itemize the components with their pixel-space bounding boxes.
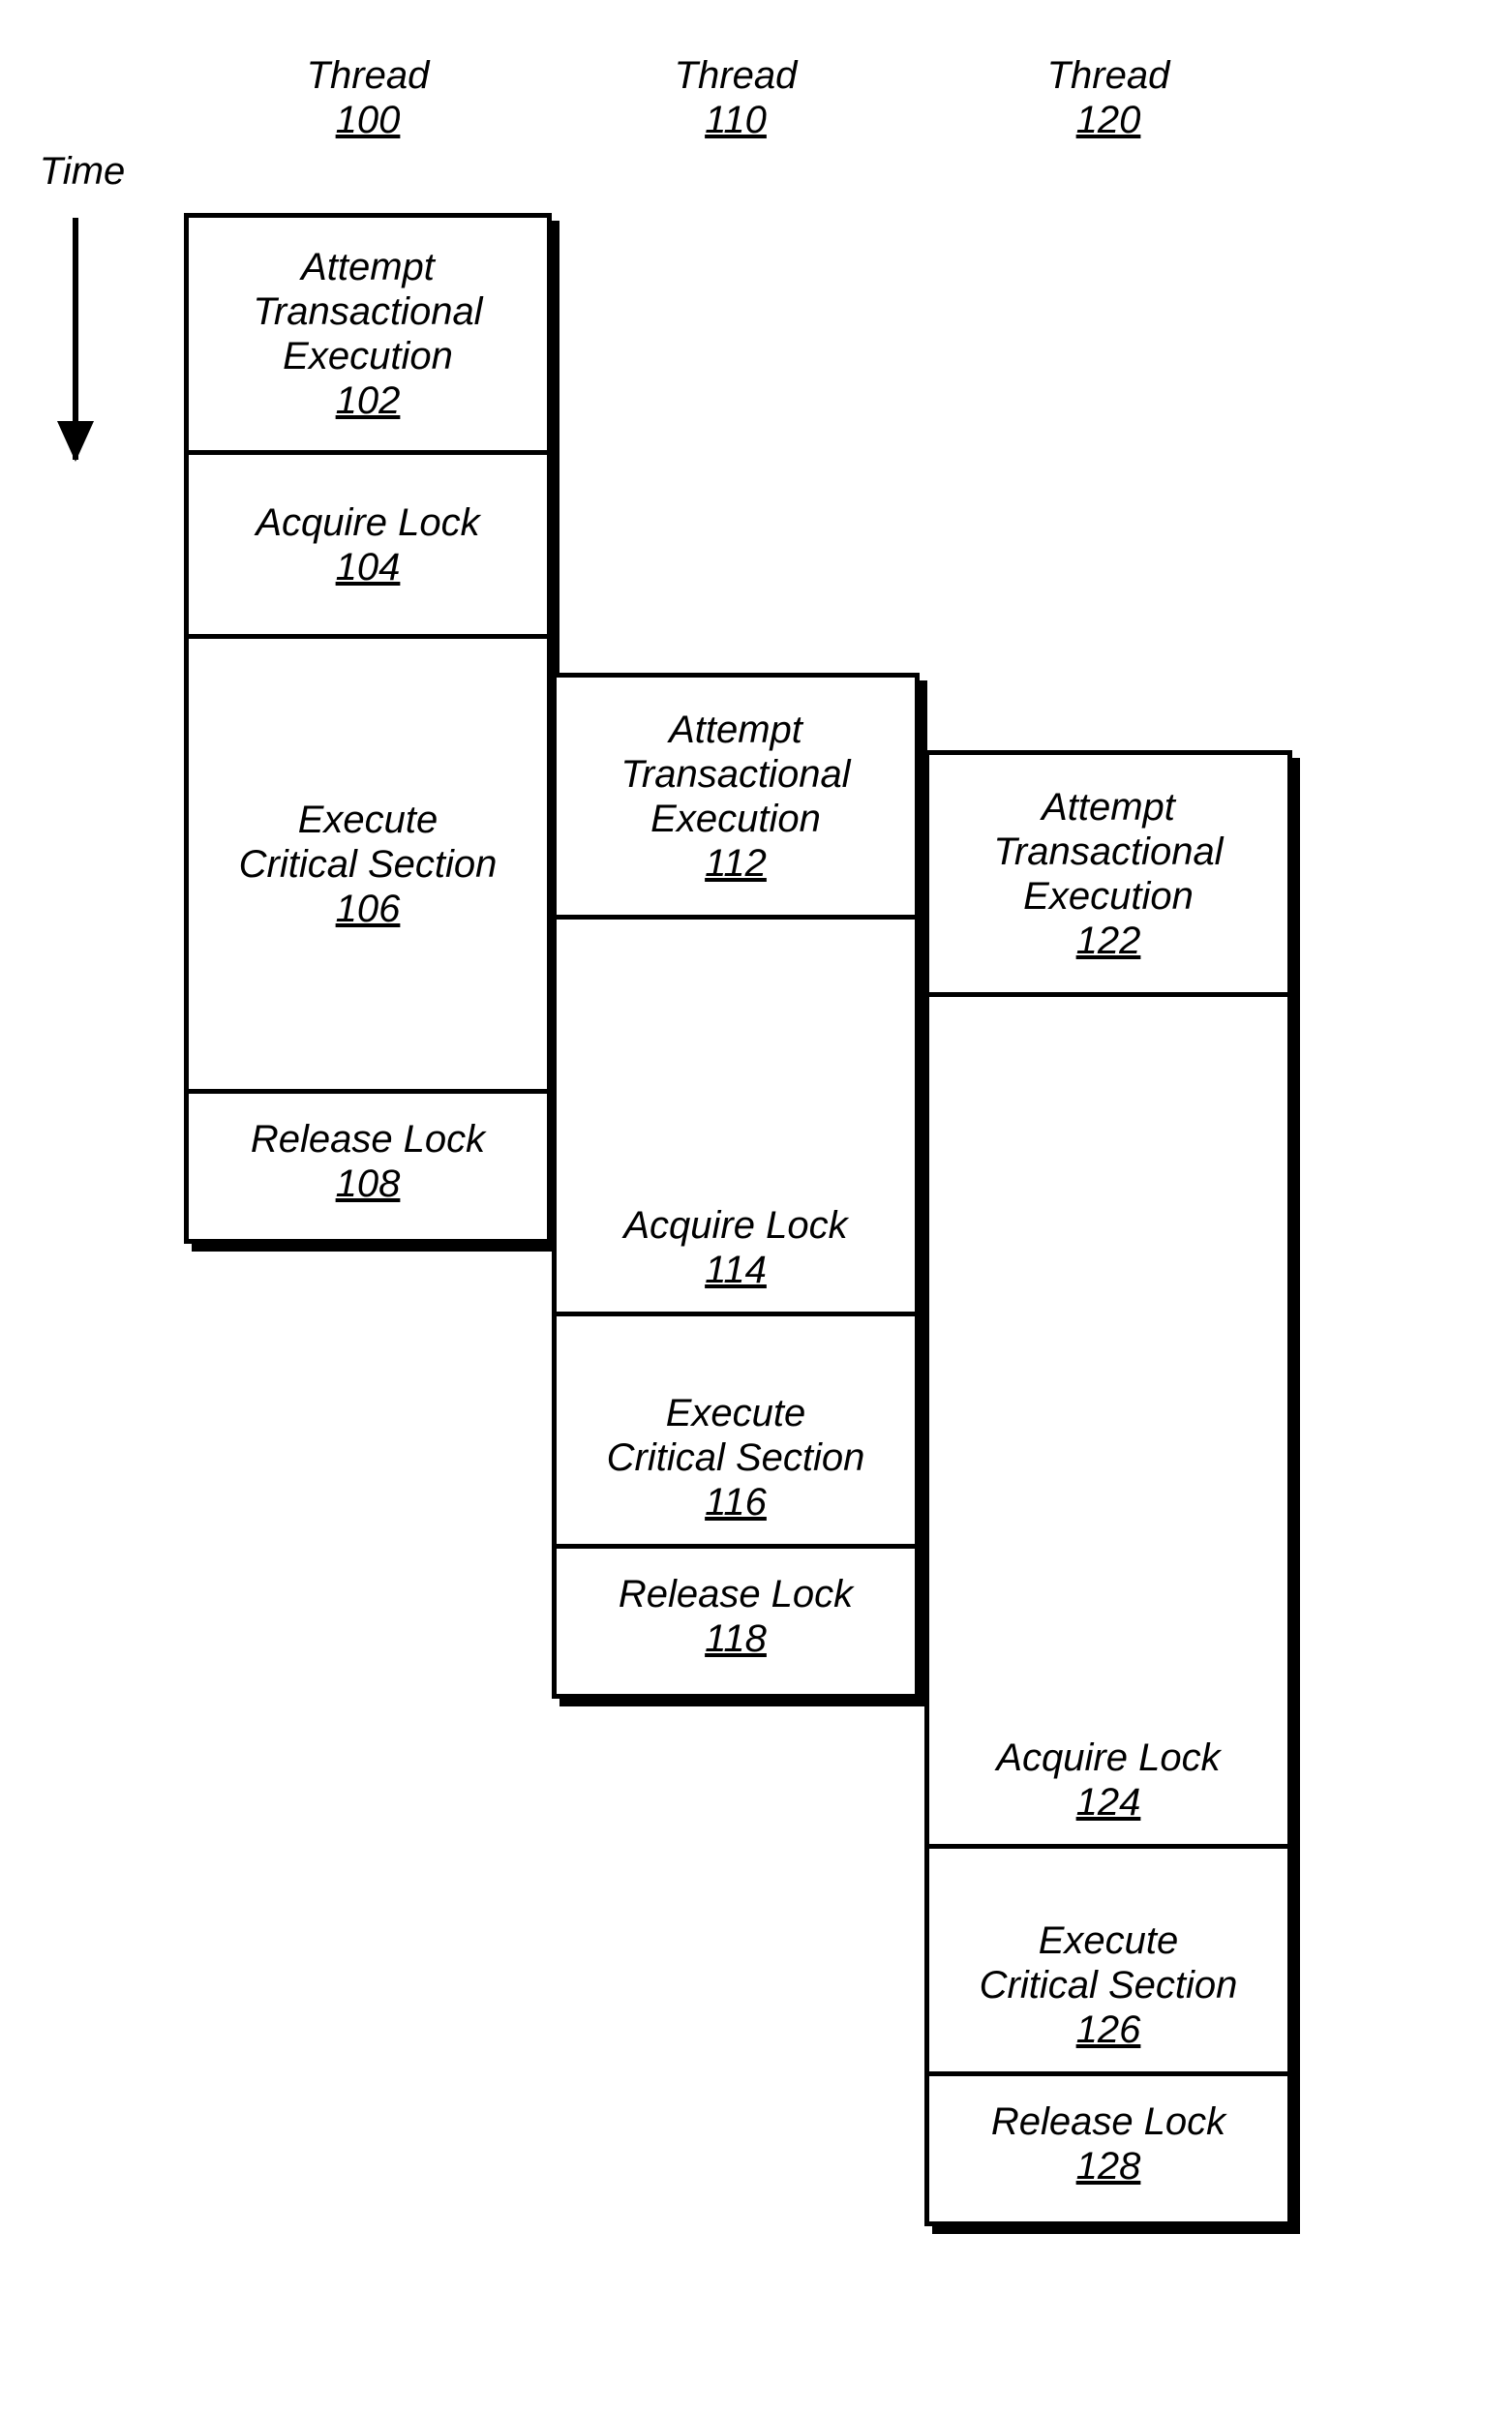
cell-ref: 114 [705,1248,767,1292]
cell-label: ExecuteCritical Section [980,1918,1238,2007]
thread-column-2: AttemptTransactionalExecution 122 Acquir… [924,750,1292,2226]
cell-ref: 104 [336,545,401,589]
cell-ref: 126 [1076,2007,1141,2052]
cell-ref: 122 [1076,919,1141,963]
thread-header-label: Thread [307,54,430,97]
cell-acquire: Acquire Lock 114 [557,920,915,1316]
cell-ref: 128 [1076,2144,1141,2189]
cell-label: ExecuteCritical Section [607,1391,865,1480]
thread-header-label: Thread [1047,54,1170,97]
time-text: Time [40,150,126,193]
cell-label: Acquire Lock [996,1736,1220,1780]
cell-label: AttemptTransactionalExecution [993,785,1223,919]
thread-header-0: Thread 100 [227,53,508,142]
cell-attempt: AttemptTransactionalExecution 102 [189,218,547,455]
cell-label: Acquire Lock [256,500,479,545]
cell-attempt: AttemptTransactionalExecution 122 [929,755,1287,997]
cell-ref: 124 [1076,1780,1141,1825]
cell-label: Release Lock [991,2099,1225,2144]
cell-attempt: AttemptTransactionalExecution 112 [557,678,915,920]
time-axis-label: Time [24,150,140,194]
cell-ref: 118 [705,1616,767,1661]
thread-column-1: AttemptTransactionalExecution 112 Acquir… [552,673,920,1699]
cell-label: Release Lock [619,1572,853,1616]
thread-column-0: AttemptTransactionalExecution 102 Acquir… [184,213,552,1244]
thread-header-num: 100 [336,99,401,141]
cell-release: Release Lock 128 [929,2076,1287,2212]
cell-ref: 106 [336,887,401,931]
cell-ref: 116 [705,1480,767,1524]
cell-acquire: Acquire Lock 124 [929,997,1287,1849]
cell-label: AttemptTransactionalExecution [253,245,482,378]
thread-header-label: Thread [675,54,798,97]
cell-execute: ExecuteCritical Section 126 [929,1849,1287,2076]
cell-ref: 108 [336,1162,401,1206]
cell-label: Release Lock [251,1117,485,1162]
cell-label: AttemptTransactionalExecution [620,708,850,841]
thread-header-1: Thread 110 [595,53,876,142]
thread-header-num: 110 [705,99,767,141]
cell-release: Release Lock 118 [557,1549,915,1684]
cell-execute: ExecuteCritical Section 106 [189,639,547,1094]
cell-acquire: Acquire Lock 104 [189,455,547,639]
cell-release: Release Lock 108 [189,1094,547,1229]
cell-execute: ExecuteCritical Section 116 [557,1316,915,1549]
cell-label: ExecuteCritical Section [239,798,498,887]
diagram-canvas: Time Thread 100 Thread 110 Thread 120 At… [0,0,1512,2415]
cell-ref: 112 [705,841,767,886]
cell-label: Acquire Lock [623,1203,847,1248]
thread-header-num: 120 [1076,99,1141,141]
cell-ref: 102 [336,378,401,423]
thread-header-2: Thread 120 [968,53,1249,142]
time-arrow [73,218,78,460]
